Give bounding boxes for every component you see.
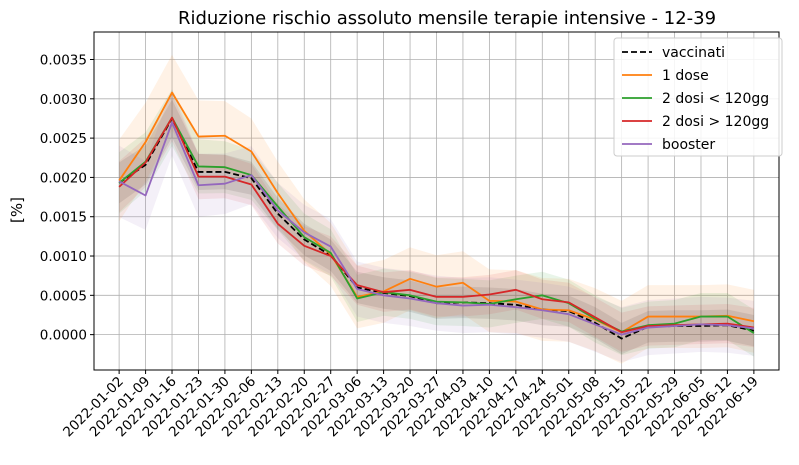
y-tick-label: 0.0000 <box>40 328 87 344</box>
chart-title: Riduzione rischio assoluto mensile terap… <box>178 8 716 29</box>
y-tick-label: 0.0020 <box>40 170 87 186</box>
legend: vaccinati 1 dose 2 dosi < 120gg 2 dosi > 12… <box>613 37 783 157</box>
legend-label: vaccinati <box>662 45 725 61</box>
y-tick-label: 0.0015 <box>40 210 87 226</box>
y-tick-label: 0.0025 <box>40 131 87 147</box>
series-line-booster <box>118 121 754 336</box>
legend-label: 2 dosi < 120gg <box>662 91 769 107</box>
y-tick-label: 0.0010 <box>40 249 87 265</box>
y-tick-label: 0.0030 <box>40 92 87 108</box>
band-booster <box>119 89 754 363</box>
series-line-2-dosi-120gg <box>118 116 755 334</box>
series-line-1-dose <box>118 91 755 334</box>
legend-label: 2 dosi > 120gg <box>662 114 769 130</box>
legend-label: 1 dose <box>662 68 709 84</box>
legend-label: booster <box>662 137 715 153</box>
line-layer <box>118 91 755 340</box>
y-tick-label: 0.0005 <box>40 288 87 304</box>
grid-layer <box>94 32 779 370</box>
axis-layer: 0.0000 0.0005 0.0010 0.0015 0.0020 0.0025 0.00… <box>40 31 780 440</box>
legend-box <box>613 37 783 157</box>
y-tick-label: 0.0035 <box>40 53 87 69</box>
y-axis-label: [%] <box>8 197 26 223</box>
